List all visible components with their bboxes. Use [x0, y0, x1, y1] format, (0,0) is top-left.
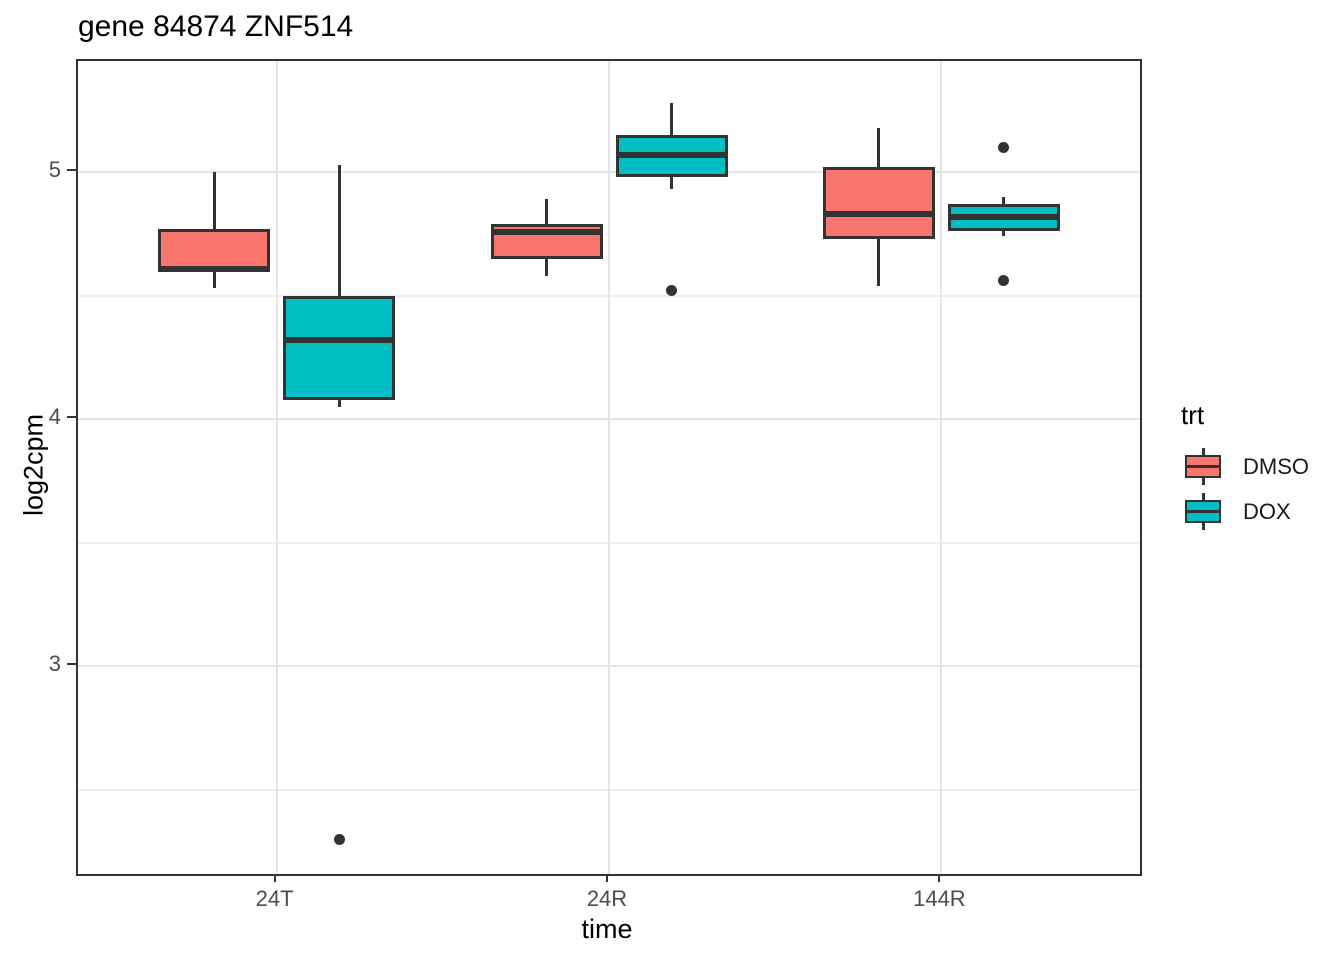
gridline-major-x — [940, 61, 943, 874]
y-tick-label: 3 — [48, 651, 61, 677]
median-dox-24r — [615, 151, 728, 158]
y-tick-mark — [67, 416, 76, 419]
y-tick-mark — [67, 663, 76, 666]
y-tick-label: 5 — [48, 157, 61, 183]
y-tick-label: 4 — [48, 404, 61, 430]
outlier-point-dox-24r — [666, 285, 677, 297]
plot-title: gene 84874 ZNF514 — [78, 10, 354, 43]
legend-key-median — [1187, 510, 1219, 513]
x-tick-mark — [273, 874, 276, 882]
median-dmso-24t — [158, 265, 271, 272]
x-axis-title: time — [581, 914, 633, 944]
legend-label-dox: DOX — [1243, 498, 1291, 524]
legend-entry-dox: DOX — [1181, 493, 1341, 530]
x-tick-mark — [938, 874, 941, 882]
legend-key-dmso-boxplot-icon — [1185, 448, 1222, 485]
median-dox-144r — [947, 213, 1060, 220]
legend: trt DMSO DOX — [1181, 400, 1341, 530]
legend-key-median — [1187, 465, 1219, 468]
x-tick-label: 24R — [586, 886, 628, 911]
legend-entries: DMSO DOX — [1181, 448, 1341, 530]
median-dox-24t — [283, 337, 396, 344]
plot-panel — [76, 59, 1142, 876]
outlier-point-dox-144r — [998, 141, 1010, 153]
whisker-dox-24t — [337, 164, 341, 407]
outlier-point-dox-144r — [998, 275, 1010, 287]
x-tick-label: 24T — [255, 886, 294, 911]
gridline-major-x — [275, 61, 278, 874]
legend-entry-dmso: DMSO — [1181, 448, 1341, 485]
gridline-major-x — [608, 61, 610, 874]
y-tick-mark — [67, 169, 76, 172]
outlier-point-dox-24t — [333, 833, 345, 845]
x-tick-mark — [606, 874, 608, 882]
median-dmso-144r — [822, 211, 935, 218]
legend-key-dox-boxplot-icon — [1185, 493, 1222, 530]
legend-title: trt — [1181, 400, 1205, 430]
x-tick-label: 144R — [913, 886, 966, 911]
median-dmso-24r — [490, 228, 603, 235]
box-dox-24t — [283, 295, 396, 400]
box-dmso-144r — [822, 167, 935, 239]
legend-label-dmso: DMSO — [1243, 453, 1309, 479]
